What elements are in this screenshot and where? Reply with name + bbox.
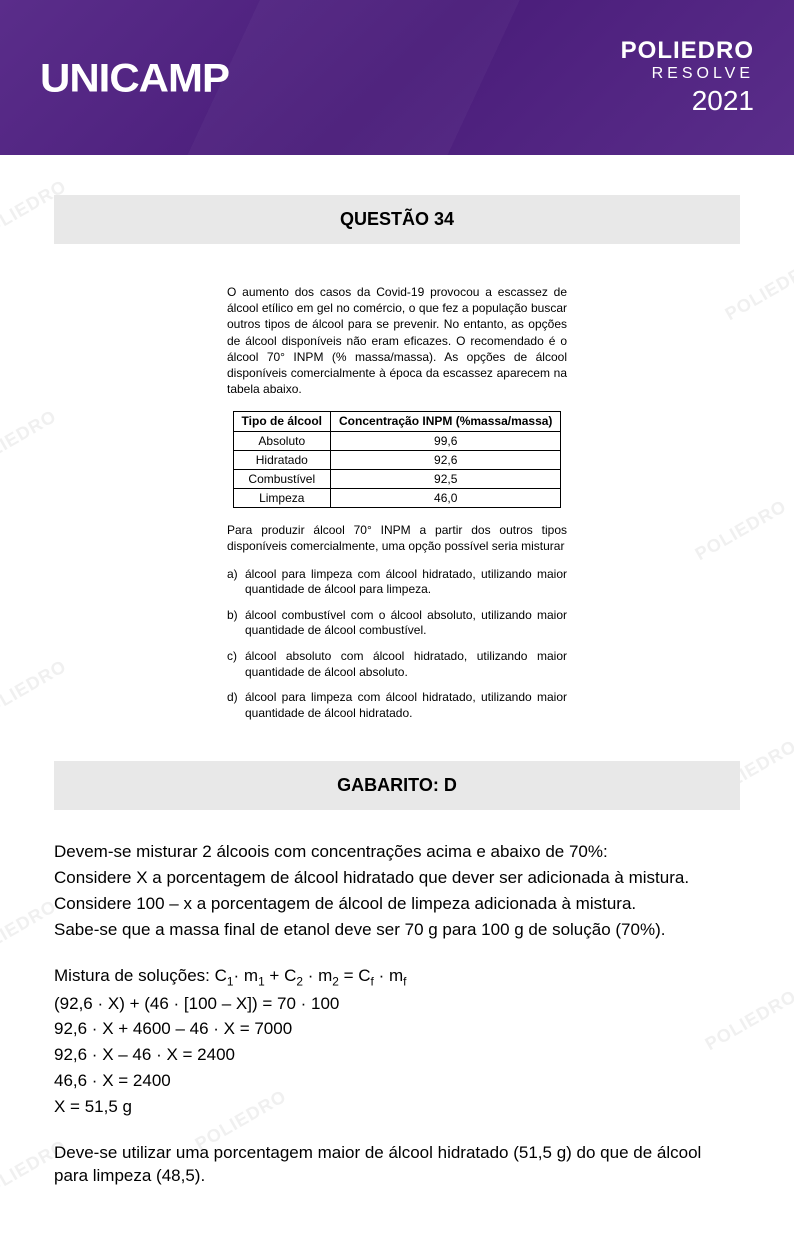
option-a: a) álcool para limpeza com álcool hidrat… <box>227 567 567 598</box>
solution-line: Sabe-se que a massa final de etanol deve… <box>54 918 740 942</box>
option-letter: c) <box>227 649 245 680</box>
solution-line: 46,6 · X = 2400 <box>54 1069 740 1093</box>
solution-body: Devem-se misturar 2 álcoois com concentr… <box>54 840 740 1188</box>
option-letter: d) <box>227 690 245 721</box>
question-leadout: Para produzir álcool 70° INPM a partir d… <box>227 522 567 554</box>
solution-line: (92,6 · X) + (46 · [100 – X]) = 70 · 100 <box>54 992 740 1016</box>
option-c: c) álcool absoluto com álcool hidratado,… <box>227 649 567 680</box>
logo-unicamp: UNICAMP <box>40 55 229 101</box>
solution-line: Considere X a porcentagem de álcool hidr… <box>54 866 740 890</box>
table-row: Limpeza 46,0 <box>233 489 561 508</box>
logo-year: 2021 <box>621 86 754 117</box>
table-row: Combustível 92,5 <box>233 469 561 488</box>
option-text: álcool para limpeza com álcool hidratado… <box>245 690 567 721</box>
table-header-row: Tipo de álcool Concentração INPM (%massa… <box>233 412 561 431</box>
logo-poliedro: POLIEDRO RESOLVE 2021 <box>621 38 754 117</box>
option-text: álcool combustível com o álcool absoluto… <box>245 608 567 639</box>
solution-line: Deve-se utilizar uma porcentagem maior d… <box>54 1141 740 1189</box>
solution-line: X = 51,5 g <box>54 1095 740 1119</box>
page-content: QUESTÃO 34 O aumento dos casos da Covid-… <box>0 195 794 1188</box>
option-letter: a) <box>227 567 245 598</box>
table-cell: 92,5 <box>331 469 561 488</box>
question-intro: O aumento dos casos da Covid-19 provocou… <box>227 284 567 397</box>
solution-formula: Mistura de soluções: C1· m1 + C2 · m2 = … <box>54 964 740 990</box>
page-header: UNICAMP POLIEDRO RESOLVE 2021 <box>0 0 794 155</box>
solution-intro: Devem-se misturar 2 álcoois com concentr… <box>54 840 740 941</box>
table-cell: Limpeza <box>233 489 330 508</box>
table-cell: 99,6 <box>331 431 561 450</box>
alcohol-table: Tipo de álcool Concentração INPM (%massa… <box>233 411 562 508</box>
option-letter: b) <box>227 608 245 639</box>
table-row: Hidratado 92,6 <box>233 450 561 469</box>
table-header: Tipo de álcool <box>233 412 330 431</box>
solution-line: Considere 100 – x a porcentagem de álcoo… <box>54 892 740 916</box>
solution-line: Devem-se misturar 2 álcoois com concentr… <box>54 840 740 864</box>
logo-line2: RESOLVE <box>621 65 754 83</box>
table-cell: 46,0 <box>331 489 561 508</box>
solution-calc: Mistura de soluções: C1· m1 + C2 · m2 = … <box>54 964 740 1119</box>
table-cell: Combustível <box>233 469 330 488</box>
table-cell: Absoluto <box>233 431 330 450</box>
solution-line: 92,6 · X – 46 · X = 2400 <box>54 1043 740 1067</box>
answer-title: GABARITO: D <box>54 761 740 810</box>
solution-conclusion: Deve-se utilizar uma porcentagem maior d… <box>54 1141 740 1189</box>
table-cell: Hidratado <box>233 450 330 469</box>
table-row: Absoluto 99,6 <box>233 431 561 450</box>
table-cell: 92,6 <box>331 450 561 469</box>
logo-line1: POLIEDRO <box>621 38 754 64</box>
solution-line: 92,6 · X + 4600 – 46 · X = 7000 <box>54 1017 740 1041</box>
question-title: QUESTÃO 34 <box>54 195 740 244</box>
option-d: d) álcool para limpeza com álcool hidrat… <box>227 690 567 721</box>
table-header: Concentração INPM (%massa/massa) <box>331 412 561 431</box>
options-list: a) álcool para limpeza com álcool hidrat… <box>227 567 567 722</box>
option-text: álcool para limpeza com álcool hidratado… <box>245 567 567 598</box>
option-b: b) álcool combustível com o álcool absol… <box>227 608 567 639</box>
option-text: álcool absoluto com álcool hidratado, ut… <box>245 649 567 680</box>
question-body: O aumento dos casos da Covid-19 provocou… <box>227 284 567 721</box>
